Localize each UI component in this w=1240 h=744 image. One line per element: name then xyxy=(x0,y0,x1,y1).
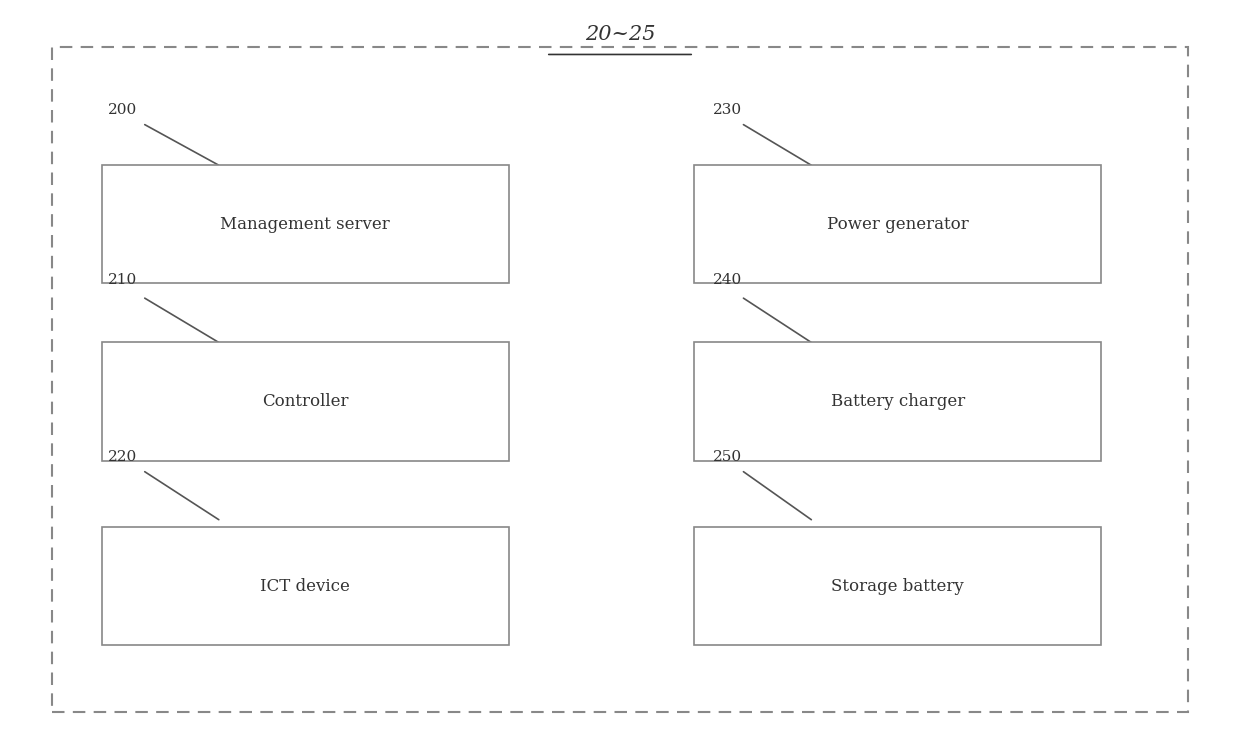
Text: 220: 220 xyxy=(108,450,136,464)
FancyBboxPatch shape xyxy=(102,527,508,645)
Text: 250: 250 xyxy=(713,450,742,464)
Text: 20~25: 20~25 xyxy=(585,25,655,44)
Text: Power generator: Power generator xyxy=(827,216,968,233)
Text: 200: 200 xyxy=(108,103,136,118)
FancyBboxPatch shape xyxy=(694,342,1101,461)
Text: Controller: Controller xyxy=(262,393,348,410)
Text: 240: 240 xyxy=(713,273,742,287)
Text: 230: 230 xyxy=(713,103,742,118)
Text: ICT device: ICT device xyxy=(260,577,350,594)
FancyBboxPatch shape xyxy=(102,342,508,461)
Text: Battery charger: Battery charger xyxy=(831,393,965,410)
Text: Management server: Management server xyxy=(221,216,391,233)
Text: Storage battery: Storage battery xyxy=(831,577,965,594)
FancyBboxPatch shape xyxy=(102,165,508,283)
FancyBboxPatch shape xyxy=(694,165,1101,283)
FancyBboxPatch shape xyxy=(694,527,1101,645)
Text: 210: 210 xyxy=(108,273,136,287)
